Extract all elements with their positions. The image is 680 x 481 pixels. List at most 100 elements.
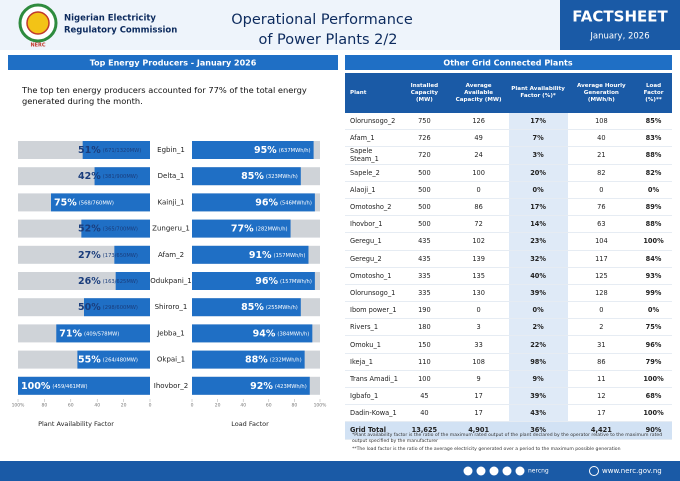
value-detail: (264/480MW) [103,357,138,363]
table-cell: 0 [448,301,509,320]
table-cell: 17 [448,404,509,423]
table-cell: 435 [400,250,449,268]
table-cell: Ibom power_1 [345,301,401,320]
footnotes: *Plant availability factor is the ratio … [352,433,670,455]
table-cell: 720 [400,146,449,165]
table-cell: 100% [635,370,672,389]
table-cell: 17 [448,387,509,406]
total-cell: 13,625 [400,421,449,440]
table-cell: 83% [635,129,672,148]
table-cell: 126 [448,113,509,131]
bar [84,298,150,317]
social-handle[interactable]: nercng [528,468,549,475]
social-icon[interactable] [515,466,525,476]
bar [192,350,305,369]
table-row: Omotosho_2 500 86 17% 76 89% [345,198,672,217]
value-detail: (282MWh/h) [256,226,288,232]
table-cell: 40 [400,404,449,423]
table-cell: 86 [448,198,509,217]
x-tick-label: 100% [314,403,328,409]
column-header: Average Available Capacity (MW) [448,73,509,113]
table-cell: Igbafo_1 [345,387,401,406]
value-label: 26% (163/625MW) [78,276,138,287]
bar [192,141,314,159]
table-row: Sapele Steam_1 720 24 3% 21 88% [345,146,672,165]
column-header: Installed Capacity (MW) [400,73,449,113]
table-cell: 0 [567,301,636,320]
plant-name: Odukpani_1 [150,277,192,285]
total-cell: 36% [508,421,568,440]
logo-text: NERC [30,43,45,49]
table-row: Geregu_2 435 139 32% 117 84% [345,250,672,268]
value-detail: (568/760MW) [79,200,114,206]
x-tick-label: 80 [42,403,48,409]
web-icon [589,466,599,476]
table-cell: 108 [567,113,636,131]
table-cell: 89% [635,198,672,217]
table-cell: 79% [635,353,672,371]
bar [94,167,150,186]
table-cell: 0% [508,301,568,320]
table-cell: 750 [400,113,449,131]
value-detail: (423MWh/h) [275,383,307,389]
value-detail: (459/461MW) [52,383,87,389]
value-label: 96% (546MWh/h) [255,197,312,208]
table-cell: 63 [567,215,636,234]
table-cell: Omotosho_2 [345,198,401,217]
bar [77,350,150,369]
bar [192,272,315,290]
value-detail: (409/578MW) [84,331,119,337]
column-header: Average Hourly Generation (MWh/h) [567,73,636,113]
social-icon[interactable] [502,466,512,476]
bar [192,219,291,238]
value-detail: (157MWh/h) [274,252,306,258]
table-row: Sapele_2 500 100 20% 82 82% [345,164,672,182]
table-cell: 0 [448,181,509,199]
table-cell: 12 [567,387,636,406]
section-bar [345,55,672,70]
table-row: Rivers_1 180 3 2% 2 75% [345,318,672,337]
bar [192,324,313,343]
plant-name: Egbin_1 [157,146,185,154]
social-icon[interactable] [476,466,486,476]
value-label: 71% (409/578MW) [59,328,119,339]
table-cell: 99% [635,284,672,303]
social-icon[interactable] [489,466,499,476]
table-cell: 104 [567,232,636,251]
table-cell: 435 [400,232,449,251]
table-row: Igbafo_1 45 17 39% 12 68% [345,387,672,406]
plant-name: Kainji_1 [158,198,185,206]
table-cell: 102 [448,232,509,251]
table-cell: 86 [567,353,636,371]
value-percent: 100% [21,380,51,391]
x-tick-label: 60 [266,403,272,409]
x-tick-label: 80 [292,403,298,409]
table-cell: 117 [567,250,636,268]
table-cell: 96% [635,335,672,354]
value-detail: (384MWh/h) [277,331,309,337]
table-cell: 135 [448,267,509,285]
table-cell: 150 [400,335,449,354]
website[interactable]: www.nerc.gov.ng [602,467,662,475]
table-cell: 100% [635,404,672,423]
value-label: 92% (423MWh/h) [250,380,307,391]
table-cell: 76 [567,198,636,217]
table-cell: 2% [508,318,568,337]
table-cell: 23% [508,232,568,251]
value-detail: (163/625MW) [103,279,138,285]
table-cell: 17% [508,198,568,217]
table-cell: Sapele Steam_1 [345,146,401,165]
table-cell: 45 [400,387,449,406]
intro-text: The top ten energy producers accounted f… [22,85,307,106]
table-cell: Geregu_2 [345,250,401,268]
value-label: 77% (282MWh/h) [231,223,288,234]
value-label: 75% (568/760MW) [54,197,114,208]
table-cell: 335 [400,267,449,285]
table-cell: 128 [567,284,636,303]
table-row: Afam_1 726 49 7% 40 83% [345,129,672,148]
bar [114,245,150,264]
table-cell: 75% [635,318,672,337]
bar [82,141,150,159]
social-icon[interactable] [463,466,473,476]
